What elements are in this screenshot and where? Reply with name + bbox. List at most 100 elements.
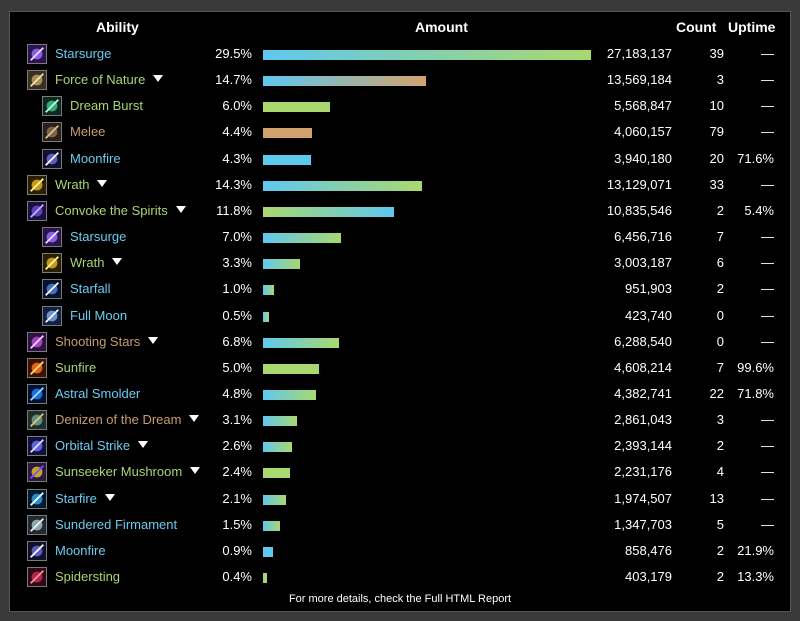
ability-name[interactable]: Moonfire <box>70 150 121 166</box>
percent-value: 0.4% <box>222 569 252 584</box>
ability-name[interactable]: Starsurge <box>70 229 127 245</box>
count-value: 3 <box>716 412 724 428</box>
table-row[interactable]: Wrath 3.3% 3,003,187 6 — <box>10 250 790 276</box>
table-row[interactable]: Astral Smolder 4.8% 4,382,741 22 71.8% <box>10 381 790 407</box>
uptime-value: 21.9% <box>737 542 774 558</box>
expand-caret-icon[interactable] <box>175 205 186 213</box>
table-row[interactable]: Starsurge 29.5% 27,183,137 39 — <box>10 41 790 67</box>
uptime-value: — <box>761 176 774 192</box>
count-value: 3 <box>716 72 724 88</box>
table-row[interactable]: Dream Burst 6.0% 5,568,847 10 — <box>10 93 790 119</box>
moonfire-icon <box>27 540 47 561</box>
header-amount[interactable]: Amount <box>415 19 468 35</box>
table-row[interactable]: Convoke the Spirits 11.8% 10,835,546 2 5.4% <box>10 198 790 224</box>
percent-value: 14.7% <box>215 72 252 88</box>
header-count[interactable]: Count <box>676 19 717 35</box>
ability-name[interactable]: Shooting Stars <box>55 333 141 349</box>
expand-caret-icon[interactable] <box>153 75 164 83</box>
table-row[interactable]: Sunfire 5.0% 4,608,214 7 99.6% <box>10 355 790 381</box>
amount-value: 13,569,184 <box>606 72 672 88</box>
amount-value: 2,861,043 <box>614 412 672 428</box>
amount-bar <box>263 573 268 583</box>
ability-name[interactable]: Wrath <box>55 176 90 192</box>
table-row[interactable]: Spidersting 0.4% 403,179 2 13.3% <box>10 564 790 590</box>
table-row[interactable]: Starfall 1.0% 951,903 2 — <box>10 276 790 302</box>
count-value: 2 <box>716 281 724 297</box>
expand-caret-icon[interactable] <box>104 493 115 501</box>
starsurge-icon <box>42 227 62 248</box>
ability-name[interactable]: Starfire <box>55 490 97 506</box>
table-row[interactable]: Shooting Stars 6.8% 6,288,540 0 — <box>10 329 790 355</box>
count-value: 2 <box>716 202 724 218</box>
uptime-value: 99.6% <box>737 359 774 375</box>
percent-value: 3.3% <box>222 255 252 271</box>
amount-value: 1,347,703 <box>614 516 672 532</box>
ability-name[interactable]: Orbital Strike <box>55 438 131 454</box>
table-row[interactable]: Moonfire 0.9% 858,476 2 21.9% <box>10 538 790 564</box>
amount-value: 6,288,540 <box>614 333 672 349</box>
expand-caret-icon[interactable] <box>148 336 159 344</box>
table-row[interactable]: Starsurge 7.0% 6,456,716 7 — <box>10 224 790 250</box>
percent-value: 0.5% <box>222 307 252 323</box>
ability-name[interactable]: Wrath <box>70 255 105 271</box>
header-uptime[interactable]: Uptime <box>728 19 776 35</box>
table-row[interactable]: Force of Nature 14.7% 13,569,184 3 — <box>10 67 790 93</box>
table-row[interactable]: Moonfire 4.3% 3,940,180 20 71.6% <box>10 146 790 172</box>
amount-bar <box>263 363 319 374</box>
expand-caret-icon[interactable] <box>189 415 200 423</box>
header-ability[interactable]: Ability <box>96 19 139 35</box>
ability-name[interactable]: Starsurge <box>55 46 112 61</box>
percent-value: 4.4% <box>222 124 252 140</box>
ability-name[interactable]: Sundered Firmament <box>55 516 178 532</box>
table-row[interactable]: Starfire 2.1% 1,974,507 13 — <box>10 486 790 512</box>
table-row[interactable]: Orbital Strike 2.6% 2,393,144 2 — <box>10 433 790 459</box>
table-row[interactable]: Denizen of the Dream 3.1% 2,861,043 3 — <box>10 407 790 433</box>
ability-name[interactable]: Denizen of the Dream <box>55 412 182 428</box>
expand-caret-icon[interactable] <box>97 179 108 187</box>
percent-value: 7.0% <box>222 229 252 245</box>
table-row[interactable]: Melee 4.4% 4,060,157 79 — <box>10 119 790 145</box>
footer-note[interactable]: For more details, check the Full HTML Re… <box>288 593 512 605</box>
shooting-stars-icon <box>27 331 47 352</box>
amount-bar <box>263 50 591 60</box>
ability-name[interactable]: Dream Burst <box>70 98 143 114</box>
sunfire-icon <box>27 357 47 378</box>
ability-name[interactable]: Sunfire <box>55 359 97 375</box>
amount-bar <box>263 206 395 217</box>
count-value: 20 <box>709 150 724 166</box>
ability-name[interactable]: Full Moon <box>70 307 128 323</box>
ability-name[interactable]: Sunseeker Mushroom <box>55 464 183 480</box>
ability-name[interactable]: Moonfire <box>55 542 106 558</box>
amount-bar <box>263 337 339 348</box>
table-row[interactable]: Sundered Firmament 1.5% 1,347,703 5 — <box>10 512 790 538</box>
amount-bar <box>263 546 273 557</box>
percent-value: 11.8% <box>216 202 252 218</box>
ability-name[interactable]: Melee <box>70 124 106 140</box>
uptime-value: — <box>761 281 774 297</box>
uptime-value: — <box>761 72 774 88</box>
count-value: 6 <box>716 255 724 271</box>
expand-caret-icon[interactable] <box>112 258 123 266</box>
amount-bar <box>263 520 280 531</box>
count-value: 22 <box>709 385 724 401</box>
ability-name[interactable]: Force of Nature <box>55 72 146 88</box>
percent-value: 2.6% <box>222 438 252 454</box>
ability-name[interactable]: Starfall <box>70 281 111 297</box>
ability-name[interactable]: Convoke the Spirits <box>55 202 168 218</box>
uptime-value: 5.4% <box>744 202 774 218</box>
expand-caret-icon[interactable] <box>190 467 201 475</box>
amount-value: 2,231,176 <box>614 464 672 480</box>
uptime-value: — <box>761 46 774 61</box>
table-row[interactable]: Sunseeker Mushroom 2.4% 2,231,176 4 — <box>10 459 790 485</box>
count-value: 7 <box>716 229 724 245</box>
starsurge-icon <box>27 44 47 64</box>
table-row[interactable]: Wrath 14.3% 13,129,071 33 — <box>10 172 790 198</box>
amount-bar <box>263 259 300 270</box>
percent-value: 6.8% <box>222 333 252 349</box>
table-row[interactable]: Full Moon 0.5% 423,740 0 — <box>10 303 790 329</box>
count-value: 13 <box>709 490 724 506</box>
amount-bar <box>263 128 312 139</box>
expand-caret-icon[interactable] <box>138 441 149 449</box>
ability-name[interactable]: Spidersting <box>55 569 121 584</box>
ability-name[interactable]: Astral Smolder <box>55 385 141 401</box>
